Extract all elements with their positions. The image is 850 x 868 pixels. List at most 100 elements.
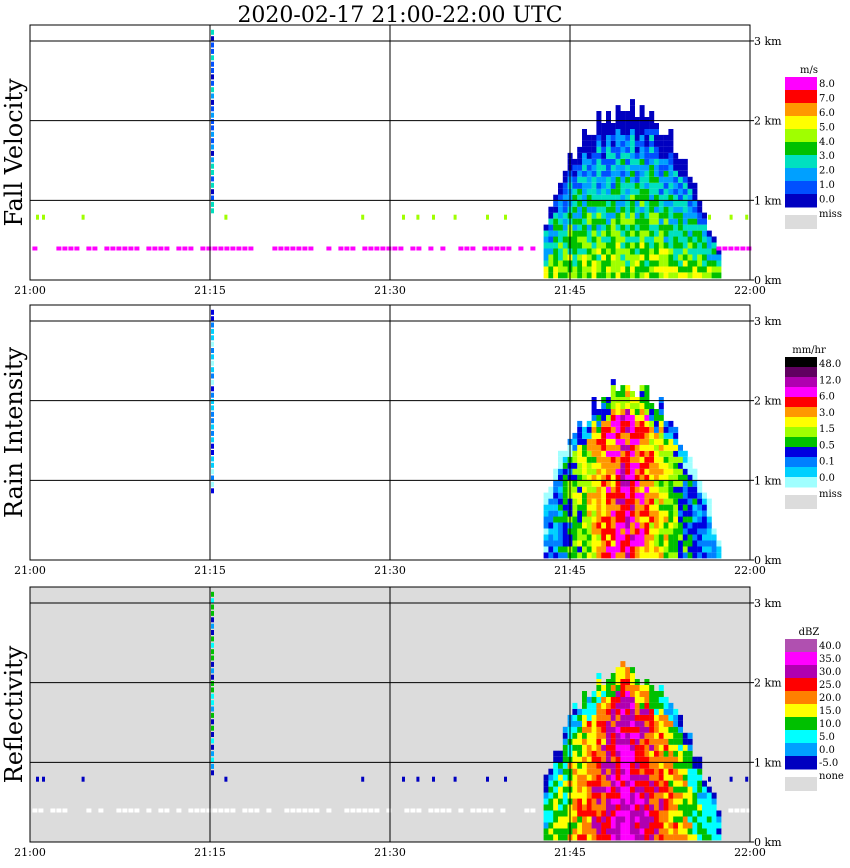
echo-cell bbox=[692, 492, 698, 499]
echo-cell bbox=[586, 456, 592, 463]
echo-cell bbox=[625, 260, 631, 267]
echo-cell bbox=[673, 768, 679, 775]
y-tick-label: 2 km bbox=[754, 677, 782, 690]
echo-cell bbox=[682, 212, 688, 219]
echo-cell bbox=[591, 804, 597, 811]
echo-cell bbox=[548, 218, 554, 225]
echo-cell bbox=[610, 732, 616, 739]
clutter-cell bbox=[36, 776, 39, 782]
echo-cell bbox=[601, 834, 607, 841]
echo-cell bbox=[716, 272, 722, 279]
echo-cell bbox=[586, 768, 592, 775]
echo-cell bbox=[596, 510, 602, 517]
spike-cell bbox=[211, 208, 214, 214]
echo-cell bbox=[687, 200, 693, 207]
echo-cell bbox=[543, 804, 549, 811]
echo-cell bbox=[620, 385, 626, 392]
x-tick-label: 21:45 bbox=[554, 564, 586, 577]
echo-cell bbox=[610, 426, 616, 433]
echo-cell bbox=[692, 206, 698, 213]
echo-cell bbox=[654, 708, 659, 715]
echo-cell bbox=[673, 762, 679, 769]
spike-cell bbox=[211, 392, 214, 398]
echo-cell bbox=[601, 266, 607, 273]
echo-cell bbox=[663, 510, 669, 517]
echo-cell bbox=[663, 266, 669, 273]
echo-cell bbox=[582, 768, 587, 775]
echo-cell bbox=[615, 176, 621, 183]
echo-cell bbox=[634, 804, 640, 811]
echo-cell bbox=[687, 230, 693, 237]
echo-cell bbox=[586, 510, 592, 517]
echo-cell bbox=[697, 552, 703, 559]
echo-cell bbox=[682, 504, 688, 511]
colorbar-swatch bbox=[785, 665, 817, 679]
echo-cell bbox=[577, 272, 583, 279]
echo-cell bbox=[697, 756, 703, 763]
echo-cell bbox=[668, 768, 674, 775]
echo-cell bbox=[596, 248, 602, 255]
echo-cell bbox=[692, 540, 698, 547]
echo-cell bbox=[630, 732, 635, 739]
clutter-cell bbox=[92, 246, 98, 251]
echo-cell bbox=[548, 822, 554, 829]
echo-cell bbox=[673, 456, 679, 463]
colorbar-label: 8.0 bbox=[819, 79, 835, 90]
echo-cell bbox=[577, 528, 583, 535]
echo-cell bbox=[586, 200, 592, 207]
echo-cell bbox=[702, 230, 707, 237]
echo-cell bbox=[682, 492, 688, 499]
echo-cell bbox=[606, 432, 611, 439]
clutter-cell bbox=[194, 808, 200, 813]
echo-cell bbox=[620, 768, 626, 775]
echo-cell bbox=[658, 798, 664, 805]
echo-cell bbox=[572, 224, 578, 231]
echo-cell bbox=[706, 798, 712, 805]
clutter-cell bbox=[110, 246, 116, 251]
echo-cell bbox=[639, 540, 645, 547]
echo-cell bbox=[649, 786, 655, 793]
echo-cell bbox=[601, 134, 607, 141]
clutter-cell bbox=[218, 246, 224, 251]
echo-cell bbox=[644, 432, 650, 439]
echo-cell bbox=[610, 164, 616, 171]
echo-cell bbox=[610, 816, 616, 823]
echo-cell bbox=[687, 798, 693, 805]
colorbar-swatch bbox=[785, 116, 817, 130]
echo-cell bbox=[678, 822, 683, 829]
echo-cell bbox=[716, 816, 722, 823]
echo-cell bbox=[634, 750, 640, 757]
echo-cell bbox=[606, 480, 611, 487]
echo-cell bbox=[630, 504, 635, 511]
echo-cell bbox=[558, 480, 563, 487]
echo-cell bbox=[673, 804, 679, 811]
echo-cell bbox=[630, 391, 635, 397]
clutter-cell bbox=[176, 808, 182, 813]
echo-cell bbox=[634, 816, 640, 823]
echo-cell bbox=[678, 272, 683, 279]
echo-cell bbox=[601, 444, 607, 451]
echo-cell bbox=[639, 462, 645, 469]
clutter-cell bbox=[224, 776, 228, 782]
echo-cell bbox=[687, 522, 693, 529]
echo-cell bbox=[558, 522, 563, 529]
echo-cell bbox=[601, 756, 607, 763]
echo-cell bbox=[625, 756, 631, 763]
echo-cell bbox=[649, 468, 655, 475]
echo-cell bbox=[582, 714, 587, 721]
echo-cell bbox=[630, 134, 635, 141]
plot-frame bbox=[29, 586, 751, 843]
echo-cell bbox=[553, 792, 559, 799]
echo-cell bbox=[682, 756, 688, 763]
echo-cell bbox=[663, 792, 669, 799]
echo-cell bbox=[591, 744, 597, 751]
echo-cell bbox=[615, 123, 621, 129]
echo-cell bbox=[586, 420, 592, 427]
clutter-cell bbox=[308, 808, 314, 813]
clutter-cell bbox=[428, 808, 434, 813]
clutter-cell bbox=[386, 246, 392, 251]
echo-cell bbox=[606, 498, 611, 505]
clutter-cell bbox=[182, 246, 188, 251]
echo-cell bbox=[543, 266, 549, 273]
echo-cell bbox=[663, 720, 669, 727]
